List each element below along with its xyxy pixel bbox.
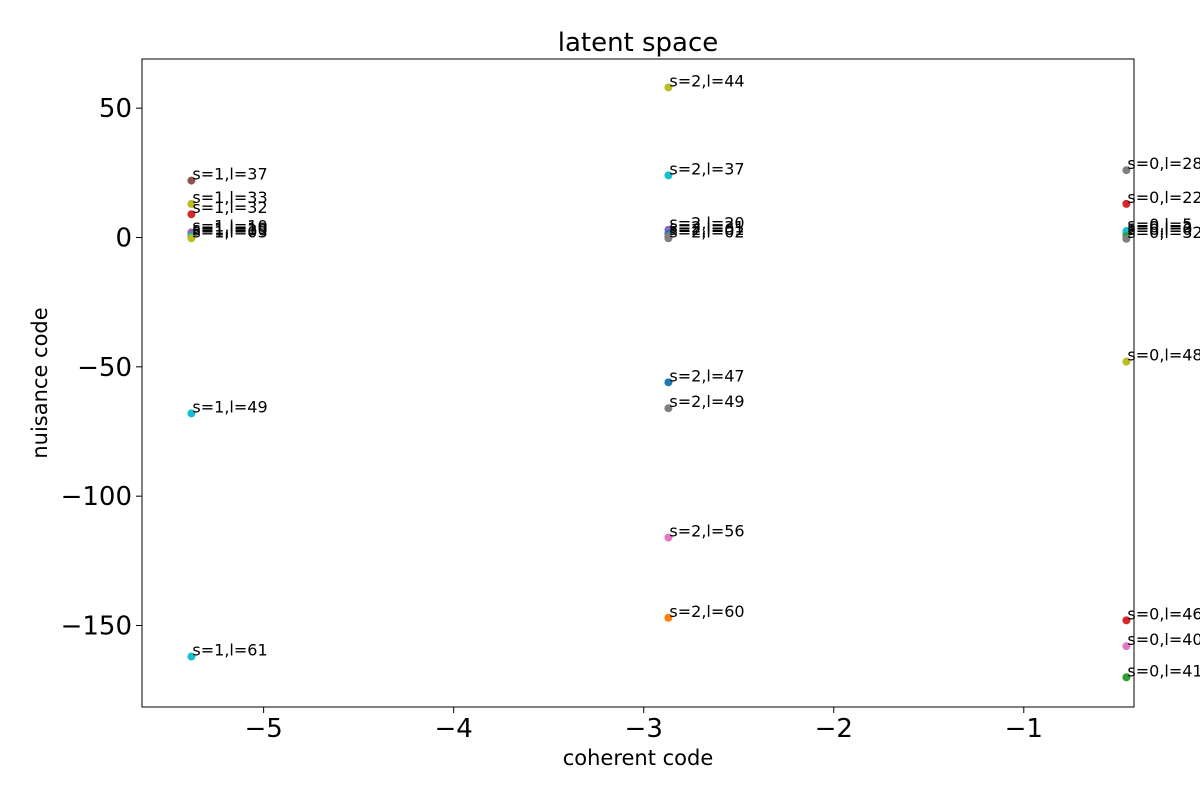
point-label: s=2,l=01 xyxy=(669,220,744,239)
x-tick-label: −1 xyxy=(1005,714,1043,744)
point-label: s=1,l=30 xyxy=(192,221,267,240)
data-point xyxy=(664,533,673,542)
plot-area-frame xyxy=(141,58,1135,708)
data-point xyxy=(1122,166,1131,175)
point-label: s=1,l=10 xyxy=(192,216,267,235)
y-tick-label: −150 xyxy=(61,612,132,642)
data-point xyxy=(1122,616,1131,625)
point-label: s=2,l=49 xyxy=(669,392,744,411)
point-label: s=1,l=19 xyxy=(192,219,267,238)
x-axis-label: coherent code xyxy=(563,746,714,770)
point-label: s=2,l=56 xyxy=(669,522,744,541)
point-label: s=0,l=5 xyxy=(1127,215,1192,234)
data-point xyxy=(187,199,196,208)
point-label: s=2,l=02 xyxy=(669,222,744,241)
data-point xyxy=(1122,234,1131,243)
point-label: s=2,l=20 xyxy=(669,214,744,233)
point-label: s=2,l=44 xyxy=(669,71,744,90)
data-point xyxy=(664,171,673,180)
data-point xyxy=(664,234,673,243)
data-point xyxy=(664,83,673,92)
y-axis: 50 0 −50 −100 −150 xyxy=(61,94,142,642)
data-point xyxy=(664,404,673,413)
data-points xyxy=(187,83,1131,682)
data-point xyxy=(187,210,196,219)
data-point xyxy=(1122,642,1131,651)
point-label: s=1,l=33 xyxy=(192,188,267,207)
data-point xyxy=(187,234,196,243)
point-label: s=2,l=31 xyxy=(669,218,744,237)
x-axis: −5 −4 −3 −2 −1 xyxy=(244,707,1043,744)
point-label: s=2,l=37 xyxy=(669,159,744,178)
point-label: s=1,l=61 xyxy=(192,641,267,660)
point-label: s=0,l=2 xyxy=(1127,218,1192,237)
data-point xyxy=(664,613,673,622)
y-axis-label: nuisance code xyxy=(28,307,52,458)
y-tick-label: 0 xyxy=(115,223,132,253)
y-tick-label: −50 xyxy=(77,353,132,383)
point-label: s=0,l=41 xyxy=(1127,661,1200,680)
point-label: s=0,l=22 xyxy=(1127,188,1200,207)
y-tick-label: −100 xyxy=(61,482,132,512)
point-label: s=0,l=40 xyxy=(1127,630,1200,649)
data-point xyxy=(1122,199,1131,208)
point-label: s=1,l=03 xyxy=(192,222,267,241)
x-tick-label: −5 xyxy=(244,714,282,744)
point-label: s=1,l=32 xyxy=(192,198,267,217)
x-tick-label: −3 xyxy=(625,714,663,744)
point-labels: s=1,l=37 s=1,l=33s=1,l=32s=1,l=10s=1,l=19… xyxy=(192,71,1200,680)
point-label: s=0,l=48 xyxy=(1127,346,1200,365)
point-label: s=0,l=28 xyxy=(1127,154,1200,173)
point-label: s=0,l=0 xyxy=(1127,220,1192,239)
chart-title: latent space xyxy=(558,28,719,58)
data-point xyxy=(187,652,196,661)
data-point xyxy=(187,409,196,418)
data-point xyxy=(1122,357,1131,366)
point-label: s=2,l=60 xyxy=(669,602,744,621)
point-label: s=1,l=49 xyxy=(192,397,267,416)
data-point xyxy=(187,176,196,185)
y-tick-label: 50 xyxy=(99,94,132,124)
point-label: s=1,l=37 xyxy=(192,165,267,184)
data-point xyxy=(1122,673,1131,682)
point-label: s=0,l=46 xyxy=(1127,604,1200,623)
data-point xyxy=(664,378,673,387)
x-tick-label: −4 xyxy=(434,714,472,744)
x-tick-label: −2 xyxy=(815,714,853,744)
point-label: s=2,l=47 xyxy=(669,366,744,385)
point-label: s=0,l=32 xyxy=(1127,223,1200,242)
